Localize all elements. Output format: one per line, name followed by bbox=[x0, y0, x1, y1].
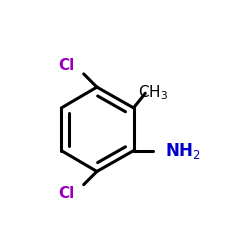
Text: Cl: Cl bbox=[59, 58, 75, 72]
Text: NH$_2$: NH$_2$ bbox=[165, 141, 201, 161]
Text: CH$_3$: CH$_3$ bbox=[138, 84, 168, 102]
Text: Cl: Cl bbox=[59, 186, 75, 201]
